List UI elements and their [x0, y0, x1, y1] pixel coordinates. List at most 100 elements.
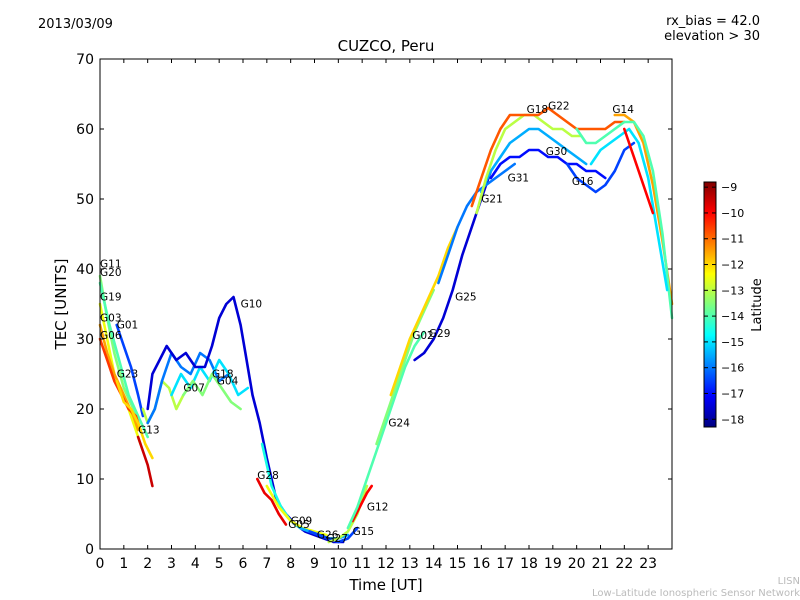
x-tick-label-0: 0 [96, 556, 105, 572]
x-tick-label-14: 14 [425, 556, 443, 572]
colorbar-tick-label--12: −12 [721, 259, 744, 272]
prn-label-g04-10: G04 [217, 376, 239, 388]
x-tick-label-19: 19 [544, 556, 562, 572]
prn-label-g02-20: G02 [412, 330, 434, 342]
x-tick-label-7: 7 [262, 556, 271, 572]
plot-labels-group: G11G20G19G03G01G06G23G13G07G18G04G10G28G… [100, 100, 634, 545]
x-tick-label-16: 16 [472, 556, 490, 572]
prn-label-g28-12: G28 [257, 470, 279, 482]
series-g24-20 [346, 330, 426, 530]
y-tick-label-70: 70 [76, 52, 94, 68]
x-tick-label-2: 2 [143, 556, 152, 572]
y-tick-label-30: 30 [76, 332, 94, 348]
series-g23-6 [115, 379, 154, 460]
prn-label-g18-9: G18 [212, 369, 234, 381]
prn-label-g25-22: G25 [455, 292, 477, 304]
x-tick-label-6: 6 [239, 556, 248, 572]
x-tick-label-8: 8 [286, 556, 295, 572]
prn-label-g31-24: G31 [508, 173, 529, 185]
colorbar-tick-label--11: −11 [721, 233, 744, 246]
prn-label-g10-11: G10 [241, 299, 263, 311]
y-tick-label-20: 20 [76, 402, 94, 418]
prn-label-g19-2: G19 [100, 292, 122, 304]
prn-label-g13-7: G13 [138, 425, 160, 437]
x-tick-label-12: 12 [377, 556, 395, 572]
colorbar-tick-label--15: −15 [721, 336, 744, 349]
series-g05-15 [265, 484, 328, 537]
rx-bias-label: rx_bias = 42.0 [666, 14, 760, 29]
prn-label-g11-0: G11 [100, 259, 122, 271]
series-g01-4 [115, 323, 145, 418]
series-g14-30 [613, 113, 674, 306]
series-g21-24 [437, 162, 517, 285]
x-tick-label-22: 22 [615, 556, 633, 572]
rx-bias-info: rx_bias = 42.0 elevation > 30 [664, 14, 760, 44]
series-g20-1 [98, 281, 149, 439]
prn-label-g21-23: G21 [481, 194, 503, 206]
colorbar-tick-label--13: −13 [721, 284, 744, 297]
x-axis: 0 1 2 3 4 5 6 7 8 9 10 11 12 13 14 15 16 17 18 19 20 21 22 23 [96, 59, 657, 572]
x-tick-label-15: 15 [449, 556, 467, 572]
prn-label-g09-13: G09 [291, 516, 313, 528]
x-tick-label-9: 9 [310, 556, 319, 572]
series-g16-29 [565, 141, 636, 194]
series-g14d-33 [622, 127, 655, 215]
prn-label-g05-14: G05 [288, 519, 310, 531]
y-tick-label-50: 50 [76, 192, 94, 208]
colorbar-tick-label--9: −9 [721, 181, 737, 194]
x-tick-label-17: 17 [496, 556, 514, 572]
series-g14c-32 [589, 127, 669, 292]
prn-label-g27-16: G27 [326, 533, 348, 545]
prn-label-g18-25: G18 [527, 104, 549, 116]
colorbar-tick-label--14: −14 [721, 310, 744, 323]
series-g28-13 [255, 477, 288, 526]
x-tick-label-4: 4 [191, 556, 200, 572]
x-tick-label-5: 5 [215, 556, 224, 572]
colorbar-tick-label--18: −18 [721, 413, 744, 426]
prn-label-g29-21: G29 [429, 328, 451, 340]
colorbar-tick-label--16: −16 [721, 362, 744, 375]
plot-frame [99, 58, 673, 550]
y-tick-label-10: 10 [76, 472, 94, 488]
plot-series-group [98, 106, 674, 544]
series-g14b-31 [575, 120, 674, 320]
prn-label-g07-8: G07 [183, 383, 205, 395]
series-g04-11 [182, 372, 242, 411]
y-axis: 0 10 20 30 40 50 60 70 [76, 52, 672, 558]
prn-label-g01-4: G01 [117, 320, 139, 332]
x-axis-label: Time [UT] [348, 576, 422, 594]
series-g22-28 [470, 106, 626, 208]
prn-label-g16-28: G16 [572, 176, 594, 188]
series-g02-21 [375, 288, 436, 446]
chart-title: CUZCO, Peru [337, 37, 435, 55]
x-tick-label-13: 13 [401, 556, 419, 572]
x-tick-label-10: 10 [329, 556, 347, 572]
prn-label-g03-3: G03 [100, 313, 122, 325]
prn-label-g14-29: G14 [612, 104, 634, 116]
colorbar-tick-label--17: −17 [721, 387, 744, 400]
date-label: 2013/03/09 [38, 17, 113, 32]
footer-org-long: Low-Latitude Ionospheric Sensor Network [592, 588, 800, 599]
prn-label-g12-18: G12 [367, 502, 389, 514]
prn-label-g26-15: G26 [317, 530, 339, 542]
x-tick-label-3: 3 [167, 556, 176, 572]
colorbar-gradient [703, 181, 717, 428]
prn-label-g06-5: G06 [100, 330, 122, 342]
x-tick-label-23: 23 [639, 556, 657, 572]
colorbar: −9 −10 −11 −12 −13 −14 −15 −16 −17 −18 Latitude [703, 181, 765, 428]
series-g29-22 [389, 225, 459, 397]
x-tick-label-11: 11 [353, 556, 371, 572]
y-tick-label-60: 60 [76, 122, 94, 138]
x-tick-label-18: 18 [520, 556, 538, 572]
series-g30-26 [489, 148, 607, 180]
x-tick-label-20: 20 [568, 556, 586, 572]
prn-label-g30-27: G30 [546, 146, 568, 158]
series-g12-19 [351, 484, 374, 523]
footer-org-short: LISN [777, 576, 800, 587]
x-tick-label-21: 21 [592, 556, 610, 572]
y-tick-label-40: 40 [76, 262, 94, 278]
y-axis-label: TEC [UNITS] [52, 259, 70, 351]
elevation-label: elevation > 30 [664, 29, 760, 44]
series-g10-12 [146, 295, 345, 544]
